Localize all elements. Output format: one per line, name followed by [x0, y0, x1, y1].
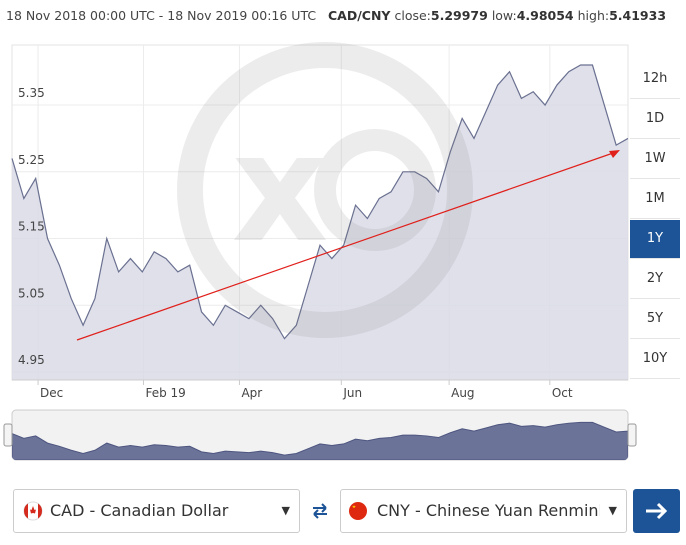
arrow-icon [646, 502, 668, 520]
area [12, 65, 628, 380]
trend-arrow [609, 150, 620, 158]
x-tick-label: Apr [241, 386, 262, 400]
to-currency: CNY - Chinese Yuan Renminbi [377, 501, 600, 520]
x-tick-label: Jun [342, 386, 362, 400]
swap-icon[interactable] [310, 501, 330, 521]
range-button[interactable]: 5Y [630, 300, 680, 339]
header: 18 Nov 2018 00:00 UTC - 18 Nov 2019 00:1… [6, 8, 666, 23]
price-line [11, 64, 629, 340]
close: 5.29979 [430, 8, 488, 23]
y-tick-label: 5.15 [18, 220, 45, 234]
high: 5.41933 [609, 8, 667, 23]
chart: x 4.95 5.05 5.15 5.25 5.35 Dec Feb 19 Apr Jun Aug… [3, 42, 637, 461]
convert-button[interactable] [633, 489, 680, 533]
from-select[interactable]: CAD - Canadian Dollar ▼ [13, 489, 300, 533]
range-button[interactable]: 2Y [630, 260, 680, 299]
y-tick-label: 5.05 [18, 286, 45, 300]
range-button[interactable]: 1D [630, 100, 680, 139]
x-tick-label: Oct [552, 386, 573, 400]
y-tick-label: 5.25 [18, 153, 45, 167]
x-tick-label: Feb 19 [145, 386, 185, 400]
x-tick-label: Dec [40, 386, 63, 400]
to-select[interactable]: CNY - Chinese Yuan Renminbi ▼ [340, 489, 627, 533]
range-button[interactable]: 10Y [630, 340, 680, 379]
trend-line [76, 151, 617, 341]
navigator-handle[interactable] [627, 423, 637, 447]
range-button[interactable]: 1W [630, 140, 680, 179]
pair: CAD/CNY [328, 8, 391, 23]
navigator-area [12, 421, 628, 460]
range-button[interactable]: 1M [630, 180, 680, 219]
low: 4.98054 [516, 8, 574, 23]
date-range: 18 Nov 2018 00:00 UTC - 18 Nov 2019 00:1… [6, 8, 317, 23]
high-label: high: [577, 8, 610, 23]
range-button[interactable]: 1Y [630, 220, 680, 259]
close-label: close: [394, 8, 431, 23]
range-button[interactable]: 12h [630, 60, 680, 99]
y-tick-label: 4.95 [18, 353, 45, 367]
navigator-handle[interactable] [3, 423, 13, 447]
svg-text:x: x [232, 102, 329, 276]
y-tick-label: 5.35 [18, 86, 45, 100]
watermark: x [177, 42, 473, 338]
low-label: low: [491, 8, 517, 23]
from-currency: CAD - Canadian Dollar [50, 501, 229, 520]
x-tick-label: Aug [451, 386, 474, 400]
flag-ca [23, 501, 43, 521]
flag-cn [349, 502, 367, 520]
